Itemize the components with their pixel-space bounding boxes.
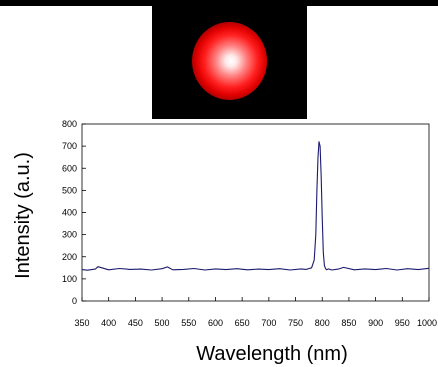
x-tick-label: 650 xyxy=(235,318,250,328)
x-tick-label: 950 xyxy=(395,318,410,328)
x-tick-label: 700 xyxy=(261,318,276,328)
x-tick-label: 800 xyxy=(315,318,330,328)
y-tick-label: 600 xyxy=(62,163,77,173)
spectrum-line xyxy=(81,141,430,271)
y-tick-label: 0 xyxy=(72,296,77,306)
x-tick-label: 400 xyxy=(101,318,116,328)
laser-beam-photo xyxy=(152,0,307,119)
y-tick-label: 400 xyxy=(62,208,77,218)
plot-frame xyxy=(81,123,430,302)
spectrum-chart: 0 100 200 300 400 500 600 700 800 350 400 450 500 550… xyxy=(12,119,437,365)
x-tick-label: 900 xyxy=(368,318,383,328)
y-tick-label: 200 xyxy=(62,252,77,262)
x-axis-title: Wavelength (nm) xyxy=(196,343,348,365)
y-tick-label: 800 xyxy=(62,119,77,129)
y-tick-label: 100 xyxy=(62,274,77,284)
x-tick-label: 550 xyxy=(181,318,196,328)
x-tick-label: 750 xyxy=(288,318,303,328)
x-tick-label: 850 xyxy=(341,318,356,328)
y-tick-label: 500 xyxy=(62,185,77,195)
x-tick-label: 350 xyxy=(74,318,89,328)
x-tick-label: 600 xyxy=(208,318,223,328)
x-tick-label: 450 xyxy=(128,318,143,328)
y-tick-label: 300 xyxy=(62,230,77,240)
laser-spot xyxy=(192,22,267,100)
x-tick-label: 1000 xyxy=(417,318,437,328)
y-axis-title: Intensity (a.u.) xyxy=(12,152,34,279)
y-tick-label: 700 xyxy=(62,141,77,151)
x-tick-label: 500 xyxy=(155,318,170,328)
